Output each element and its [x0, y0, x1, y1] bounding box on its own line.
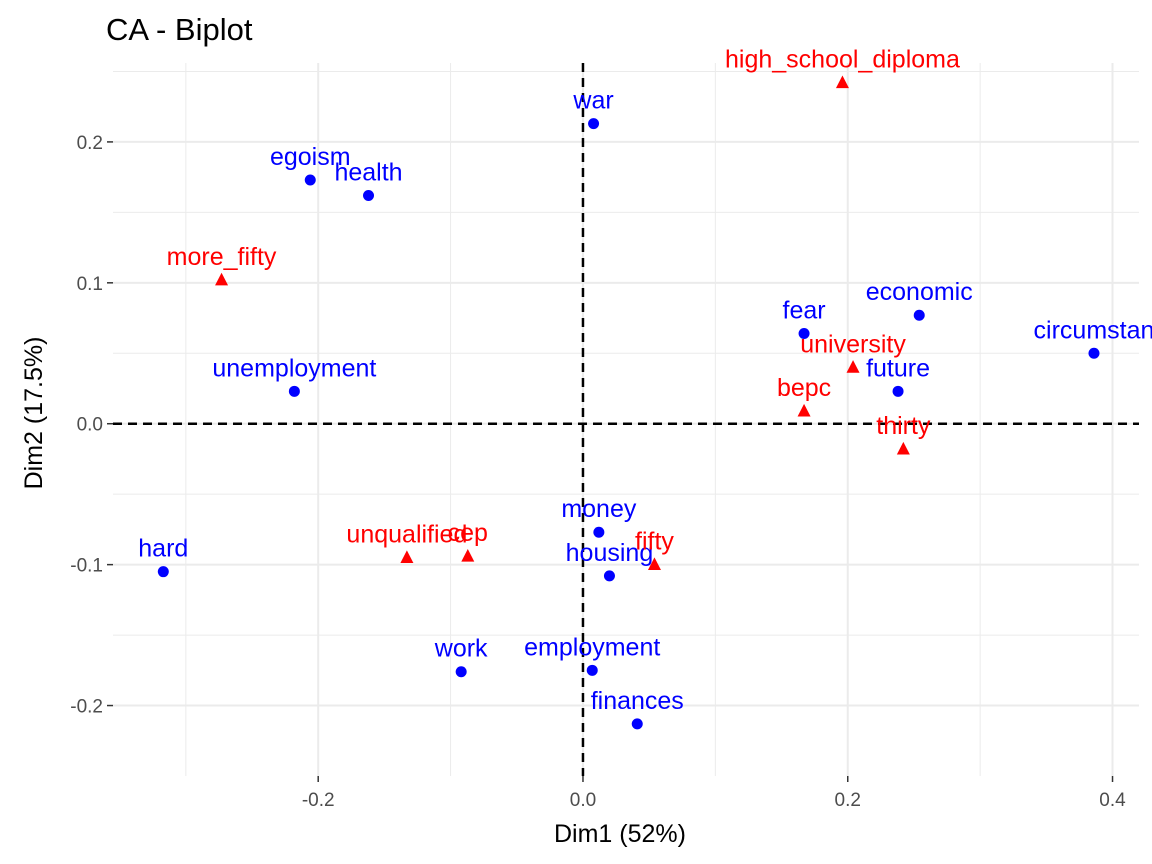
- label-university: university: [800, 330, 906, 358]
- point-high_school_diploma: [835, 75, 849, 89]
- major-gridlines: [113, 63, 1139, 776]
- data-points: [157, 75, 1100, 730]
- label-circumstan: circumstan: [1034, 316, 1152, 344]
- point-finances: [631, 718, 643, 730]
- point-egoism: [304, 174, 316, 186]
- label-housing: housing: [566, 539, 654, 567]
- point-fifty: [647, 557, 661, 571]
- point-unqualified: [400, 550, 414, 563]
- x-tick-label: 0.4: [1099, 790, 1126, 811]
- point-employment: [586, 664, 598, 676]
- label-war: war: [572, 87, 613, 115]
- label-cep: cep: [448, 519, 488, 547]
- y-tick-label: -0.2: [70, 697, 103, 718]
- y-tick-label: 0.2: [77, 133, 103, 154]
- label-unqualified: unqualified: [346, 521, 467, 549]
- point-thirty: [896, 441, 910, 455]
- point-economic: [913, 309, 925, 321]
- x-tick-label: -0.2: [302, 790, 335, 811]
- y-axis-title: Dim2 (17.5%): [20, 337, 48, 490]
- point-future: [892, 385, 904, 397]
- point-bepc: [797, 403, 811, 417]
- label-money: money: [561, 495, 637, 523]
- label-finances: finances: [591, 687, 684, 715]
- label-high_school_diploma: high_school_diploma: [725, 46, 960, 74]
- label-employment: employment: [524, 633, 660, 661]
- point-housing: [603, 570, 615, 582]
- label-hard: hard: [138, 535, 188, 563]
- reference-lines: [113, 63, 1139, 776]
- point-hard: [157, 566, 169, 578]
- x-axis-ticks: -0.2 0.0 0.2 0.4: [302, 776, 1126, 811]
- minor-gridlines: [113, 63, 1139, 776]
- point-circumstan: [1088, 347, 1100, 359]
- x-tick-label: 0.0: [570, 790, 596, 811]
- x-tick-label: 0.2: [835, 790, 861, 811]
- label-fear: fear: [783, 297, 826, 325]
- point-unemployment: [288, 385, 300, 397]
- point-work: [455, 666, 467, 678]
- point-money: [593, 526, 605, 538]
- label-egoism: egoism: [270, 143, 351, 171]
- point-university: [846, 360, 860, 373]
- y-tick-label: -0.1: [70, 556, 103, 577]
- label-more_fifty: more_fifty: [167, 243, 277, 271]
- label-health: health: [334, 158, 402, 186]
- y-axis-ticks: -0.2 -0.1 0.0 0.1 0.2: [70, 133, 113, 718]
- label-work: work: [434, 635, 488, 663]
- point-fear: [798, 328, 810, 340]
- label-bepc: bepc: [777, 374, 831, 402]
- x-axis-title: Dim1 (52%): [554, 820, 686, 848]
- label-unemployment: unemployment: [212, 354, 376, 382]
- point-more_fifty: [215, 272, 229, 286]
- label-thirty: thirty: [876, 412, 931, 440]
- point-cep: [461, 548, 475, 562]
- y-tick-label: 0.0: [77, 415, 103, 436]
- label-future: future: [866, 354, 930, 382]
- point-health: [363, 189, 375, 201]
- y-tick-label: 0.1: [77, 274, 103, 295]
- chart-title: CA - Biplot: [106, 12, 253, 47]
- label-economic: economic: [866, 278, 973, 306]
- label-fifty: fifty: [635, 528, 674, 556]
- point-war: [588, 118, 600, 130]
